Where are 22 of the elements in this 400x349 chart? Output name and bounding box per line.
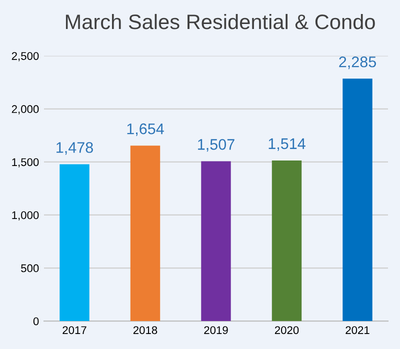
bar [201, 161, 231, 322]
data-label: 2,285 [339, 56, 376, 70]
bar [272, 160, 302, 322]
y-tick-label: 500 [21, 264, 39, 272]
x-tick-label: 2019 [204, 326, 228, 334]
chart-title: March Sales Residential & Condo [66, 14, 375, 30]
x-tick-label: 2020 [274, 326, 299, 334]
x-tick-label: 2017 [62, 326, 86, 334]
data-label: 1,514 [268, 138, 306, 151]
y-tick-label: 0 [33, 317, 39, 326]
y-tick-label: 2,000 [12, 105, 39, 114]
data-label: 1,507 [198, 139, 234, 152]
y-tick-label: 2,500 [12, 52, 39, 62]
y-tick-label: 1,000 [12, 211, 39, 220]
bar [60, 164, 90, 322]
bar [130, 146, 160, 322]
data-label: 1,654 [127, 123, 164, 136]
x-tick-label: 2018 [133, 326, 158, 334]
x-tick-label: 2021 [346, 326, 370, 334]
y-tick-label: 1,500 [12, 158, 39, 168]
bar [342, 78, 372, 322]
data-label: 1,478 [56, 142, 93, 155]
